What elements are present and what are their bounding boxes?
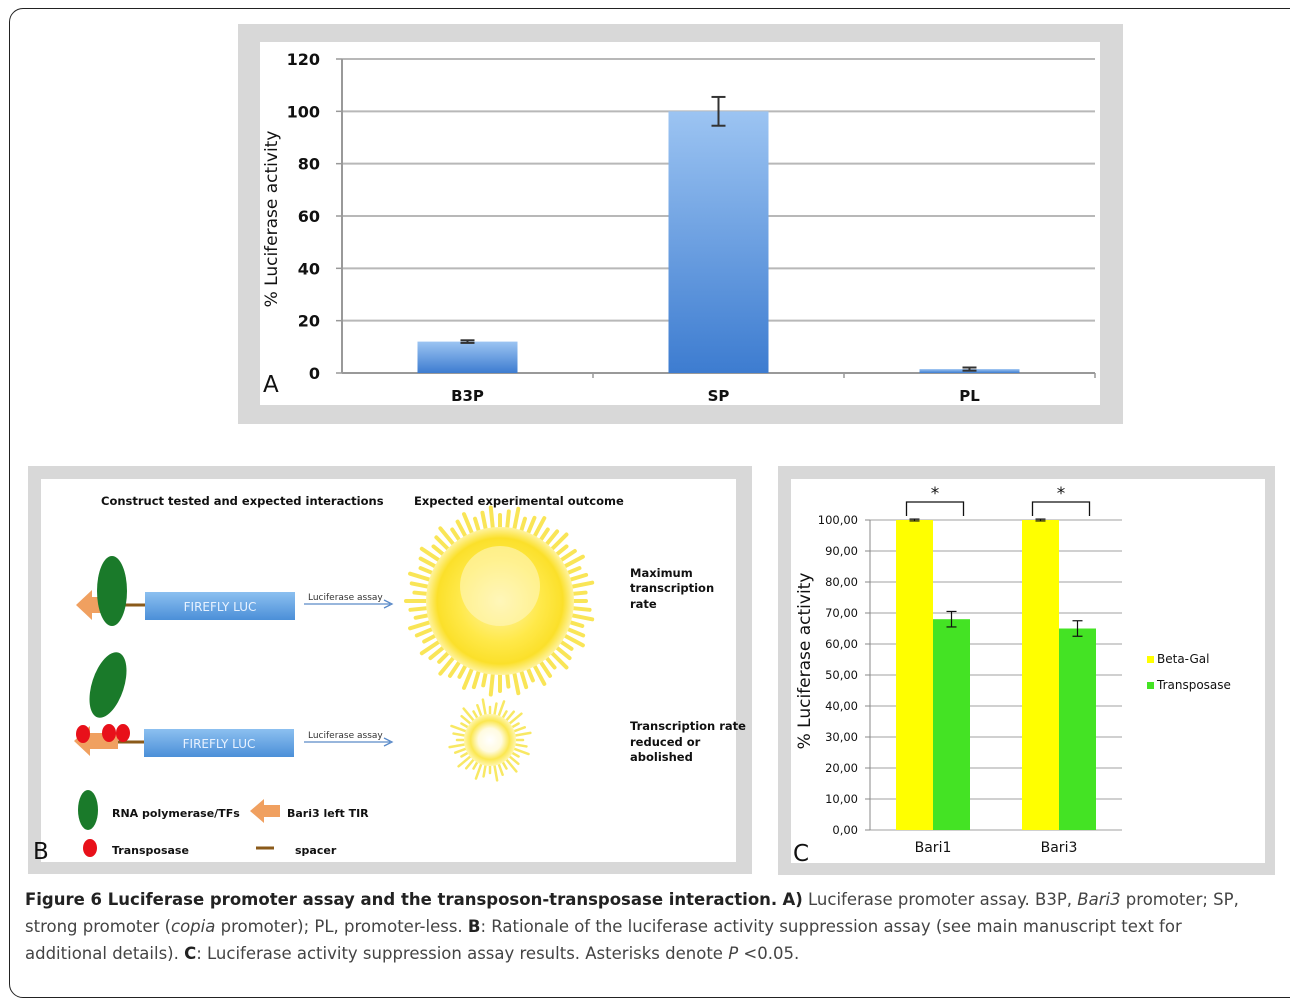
legend-swatch [1147, 682, 1154, 689]
y-tick-label: 30,00 [825, 730, 858, 744]
y-tick-label: 10,00 [825, 792, 858, 806]
legend-transposase-label: Transposase [112, 844, 189, 857]
bar-beta-gal [896, 520, 933, 830]
caption-title: Figure 6 Luciferase promoter assay and t… [25, 890, 778, 909]
legend-label: Beta-Gal [1157, 652, 1209, 666]
y-tick-label: 70,00 [825, 606, 858, 620]
panel-a-ylabel: % Luciferase activity [262, 131, 282, 308]
y-tick-label: 0,00 [832, 823, 858, 837]
outcome-bottom-line1: Transcription rate [630, 719, 746, 733]
x-tick-label: Bari3 [1041, 840, 1078, 856]
panel-c-ylabel: % Luciferase activity [795, 573, 815, 750]
heading-construct: Construct tested and expected interactio… [101, 494, 384, 508]
y-tick-label: 80 [298, 155, 320, 174]
legend-tir-label: Bari3 left TIR [287, 807, 369, 820]
figure-caption: Figure 6 Luciferase promoter assay and t… [25, 886, 1265, 967]
legend-spacer-label: spacer [295, 844, 337, 857]
bar-beta-gal [1022, 520, 1059, 830]
caption-bari3: Bari3 [1077, 890, 1121, 909]
caption-c-text: : Luciferase activity suppression assay … [196, 944, 729, 963]
assay-arrowhead-bottom [383, 737, 394, 747]
panel-a-chart: 0 20 40 60 80 100 120 B3P SP PL % Luciferase act… [262, 50, 1096, 405]
x-tick-label: PL [959, 387, 980, 405]
legend-rna-polymerase-icon [78, 790, 98, 830]
caption-a-text-2: promoter; SP, strong promoter ( [25, 890, 1239, 936]
weak-luminescence-icon [448, 698, 532, 782]
y-tick-label: 60 [298, 207, 320, 226]
bar [417, 341, 518, 373]
bright-luminescence-icon [404, 505, 595, 697]
firefly-luc-label-bound: FIREFLY LUC [183, 737, 256, 751]
panel-a: 0 20 40 60 80 100 120 B3P SP PL % Luciferase act… [238, 24, 1123, 424]
y-tick-label: 0 [309, 364, 320, 383]
caption-copia: copia [171, 917, 216, 936]
y-tick-label: 20,00 [825, 761, 858, 775]
legend-label: Transposase [1156, 678, 1231, 692]
rna-polymerase-icon [97, 556, 127, 626]
caption-a-text-3: promoter); PL, promoter-less. [215, 917, 468, 936]
x-tick-label: B3P [451, 387, 484, 405]
transposase-icon [76, 725, 90, 743]
firefly-luc-box [145, 592, 295, 620]
outcome-bottom-line2: reduced or [630, 735, 701, 749]
rna-polymerase-icon-detached [89, 652, 127, 718]
panel-b: Construct tested and expected interactio… [28, 466, 752, 874]
caption-a-text: Luciferase promoter assay. B3P, [802, 890, 1078, 909]
y-tick-label: 100,00 [818, 513, 858, 527]
heading-outcome: Expected experimental outcome [414, 494, 624, 508]
bar-transposase [1059, 628, 1096, 830]
outcome-top-line1: Maximum [630, 566, 693, 580]
panel-b-diagram: Construct tested and expected interactio… [33, 494, 746, 865]
panel-c: 0,00 10,00 20,00 30,00 40,00 50,00 60,00 70,00 8… [778, 466, 1275, 875]
caption-c-label: C [184, 944, 197, 963]
bar-transposase [933, 619, 970, 830]
luciferase-assay-label-bound: Luciferase assay [308, 731, 383, 741]
y-tick-label: 40 [298, 259, 320, 278]
firefly-luc-label: FIREFLY LUC [184, 600, 257, 614]
caption-a-label: A) [782, 890, 803, 909]
y-tick-label: 40,00 [825, 699, 858, 713]
assay-arrowhead-top [383, 599, 394, 609]
significance-asterisk: * [931, 484, 940, 504]
outcome-bottom-line3: abolished [630, 750, 693, 764]
transposase-icon [102, 724, 116, 742]
caption-b-text: : Rationale of the luciferase activity s… [25, 917, 1182, 963]
firefly-luc-box-bound [144, 729, 294, 757]
outcome-top-line2: transcription [630, 581, 714, 595]
y-tick-label: 80,00 [825, 575, 858, 589]
panel-c-chart: 0,00 10,00 20,00 30,00 40,00 50,00 60,00 70,00 8… [793, 484, 1231, 867]
x-tick-label: SP [708, 387, 730, 405]
panel-a-letter: A [263, 372, 279, 398]
significance-asterisk: * [1057, 484, 1066, 504]
legend-tir-icon [250, 799, 280, 823]
panel-c-letter: C [793, 841, 809, 867]
legend-rna-polymerase-label: RNA polymerase/TFs [112, 807, 240, 820]
y-tick-label: 90,00 [825, 544, 858, 558]
caption-p-text: <0.05. [738, 944, 800, 963]
y-tick-label: 100 [287, 102, 320, 121]
bar [668, 111, 769, 373]
y-tick-label: 120 [287, 50, 320, 69]
outcome-top-line3: rate [630, 597, 657, 611]
panel-b-letter: B [33, 839, 49, 865]
y-tick-label: 60,00 [825, 637, 858, 651]
legend-swatch [1147, 656, 1154, 663]
x-tick-label: Bari1 [915, 840, 952, 856]
luciferase-assay-label: Luciferase assay [308, 593, 383, 603]
significance-bracket [905, 501, 965, 516]
caption-p: P [728, 944, 739, 963]
significance-bracket [1031, 501, 1091, 516]
transposase-icon [116, 724, 130, 742]
y-tick-label: 50,00 [825, 668, 858, 682]
caption-b-label: B [467, 917, 481, 936]
legend-transposase-icon [83, 839, 97, 857]
y-tick-label: 20 [298, 312, 320, 331]
